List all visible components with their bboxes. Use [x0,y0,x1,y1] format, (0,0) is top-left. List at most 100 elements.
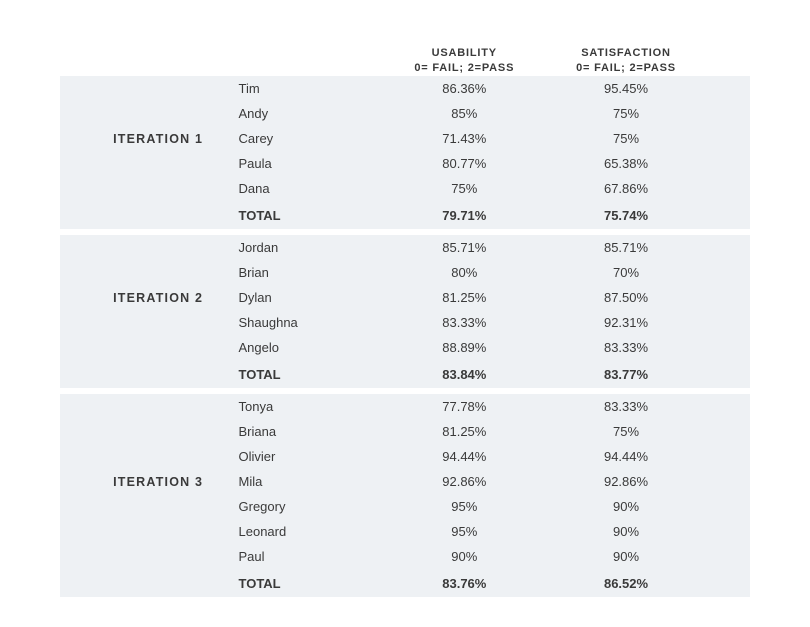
table-row: Tonya77.78%83.33% [60,394,750,419]
group-bg-left [60,235,103,388]
usability-value: 80% [383,260,545,285]
iteration-label-spacer [103,494,232,519]
iteration-label-spacer [103,201,232,229]
header-usability-title: USABILITY [432,47,497,59]
iteration-label: ITERATION 2 [103,285,232,310]
usability-value: 88.89% [383,335,545,360]
table-row: Shaughna83.33%92.31% [60,310,750,335]
group-bg-right [707,394,750,597]
satisfaction-value: 70% [545,260,707,285]
iteration-label-spacer [103,569,232,597]
usability-value: 71.43% [383,126,545,151]
total-usability: 83.84% [383,360,545,388]
satisfaction-value: 95.45% [545,76,707,101]
table-row: Olivier94.44%94.44% [60,444,750,469]
iteration-label-spacer [103,310,232,335]
header-row: USABILITY 0= FAIL; 2=PASS SATISFACTION 0… [60,30,750,76]
participant-name: Mila [233,469,384,494]
iteration-label-spacer [103,394,232,419]
iteration-label: ITERATION 3 [103,469,232,494]
participant-name: Shaughna [233,310,384,335]
participant-name: Olivier [233,444,384,469]
iteration-label-spacer [103,151,232,176]
participant-name: Andy [233,101,384,126]
iteration-label-spacer [103,519,232,544]
table-row: Briana81.25%75% [60,419,750,444]
satisfaction-value: 90% [545,494,707,519]
usability-value: 95% [383,494,545,519]
iteration-label-spacer [103,235,232,260]
total-label: TOTAL [233,569,384,597]
iteration-label-spacer [103,544,232,569]
satisfaction-value: 87.50% [545,285,707,310]
usability-value: 86.36% [383,76,545,101]
results-table: USABILITY 0= FAIL; 2=PASS SATISFACTION 0… [60,30,750,597]
table-row: Gregory95%90% [60,494,750,519]
participant-name: Gregory [233,494,384,519]
iteration-label-spacer [103,419,232,444]
header-satisfaction-title: SATISFACTION [581,47,670,59]
iteration-label-spacer [103,176,232,201]
iteration-label-spacer [103,360,232,388]
total-label: TOTAL [233,360,384,388]
total-usability: 83.76% [383,569,545,597]
satisfaction-value: 75% [545,101,707,126]
participant-name: Carey [233,126,384,151]
iteration-label-spacer [103,260,232,285]
satisfaction-value: 83.33% [545,394,707,419]
satisfaction-value: 92.31% [545,310,707,335]
group-bg-right [707,235,750,388]
table-container: USABILITY 0= FAIL; 2=PASS SATISFACTION 0… [0,0,810,627]
participant-name: Tonya [233,394,384,419]
satisfaction-value: 75% [545,419,707,444]
total-satisfaction: 75.74% [545,201,707,229]
total-label: TOTAL [233,201,384,229]
iteration-label: ITERATION 1 [103,126,232,151]
iteration-label-spacer [103,335,232,360]
usability-value: 77.78% [383,394,545,419]
participant-name: Dylan [233,285,384,310]
usability-value: 75% [383,176,545,201]
participant-name: Dana [233,176,384,201]
iteration-label-spacer [103,444,232,469]
satisfaction-value: 92.86% [545,469,707,494]
table-row: Brian80%70% [60,260,750,285]
satisfaction-value: 94.44% [545,444,707,469]
participant-name: Paula [233,151,384,176]
header-satisfaction-sub: 0= FAIL; 2=PASS [576,62,676,74]
satisfaction-value: 85.71% [545,235,707,260]
usability-value: 81.25% [383,285,545,310]
usability-value: 90% [383,544,545,569]
group-bg-right [707,76,750,229]
table-row: Jordan85.71%85.71% [60,235,750,260]
iteration-label-spacer [103,76,232,101]
table-row: Leonard95%90% [60,519,750,544]
iteration-label-spacer [103,101,232,126]
satisfaction-value: 90% [545,544,707,569]
participant-name: Briana [233,419,384,444]
total-usability: 79.71% [383,201,545,229]
usability-value: 95% [383,519,545,544]
participant-name: Brian [233,260,384,285]
group-bg-left [60,76,103,229]
satisfaction-value: 90% [545,519,707,544]
usability-value: 94.44% [383,444,545,469]
usability-value: 80.77% [383,151,545,176]
satisfaction-value: 75% [545,126,707,151]
participant-name: Tim [233,76,384,101]
table-row: Angelo88.89%83.33% [60,335,750,360]
table-row: Andy85%75% [60,101,750,126]
total-satisfaction: 86.52% [545,569,707,597]
table-row: Paula80.77%65.38% [60,151,750,176]
participant-name: Jordan [233,235,384,260]
usability-value: 81.25% [383,419,545,444]
satisfaction-value: 65.38% [545,151,707,176]
satisfaction-value: 67.86% [545,176,707,201]
table-row: ITERATION 2Dylan81.25%87.50% [60,285,750,310]
header-satisfaction: SATISFACTION 0= FAIL; 2=PASS [545,30,707,76]
usability-value: 83.33% [383,310,545,335]
usability-value: 85% [383,101,545,126]
table-row: Dana75%67.86% [60,176,750,201]
group-bg-left [60,394,103,597]
satisfaction-value: 83.33% [545,335,707,360]
